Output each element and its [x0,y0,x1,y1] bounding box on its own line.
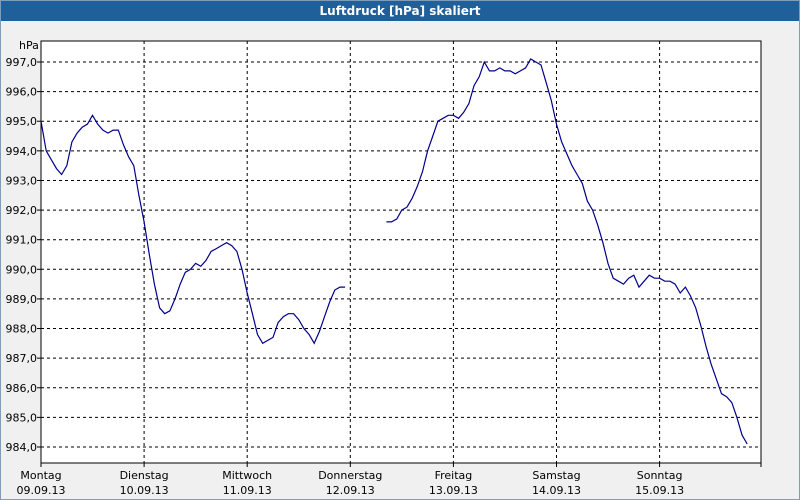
y-tick-label: 995,0 [6,115,38,128]
y-tick-label: 997,0 [6,56,38,69]
y-tick-label: 986,0 [6,382,38,395]
y-tick-label: 989,0 [6,293,38,306]
y-tick-label: 994,0 [6,145,38,158]
series-line-segment [386,58,748,445]
plot-border [40,40,762,464]
x-tick-day-label: Freitag [435,469,473,482]
y-tick-label: 988,0 [6,323,38,336]
chart-svg: 997,0 996,0 995,0 994,0 993,0 992,0 991,0 990,0… [6,39,762,497]
x-tick-date-label: 11.09.13 [223,484,272,497]
x-tick-date-label: 12.09.13 [326,484,375,497]
y-tick-label: 992,0 [6,204,38,217]
x-tick-day-label: Samstag [532,469,580,482]
x-tick-date-label: 10.09.13 [120,484,169,497]
x-tick-date-label: 09.09.13 [17,484,66,497]
x-tick-day-label: Dienstag [120,469,169,482]
y-tick-label: 984,0 [6,441,38,454]
plot-background [40,40,762,464]
x-tick-date-label: 13.09.13 [429,484,478,497]
x-tick-day-label: Mittwoch [222,469,272,482]
y-axis-unit-label: hPa [19,39,39,52]
y-tick-label: 987,0 [6,352,38,365]
y-tick-label: 993,0 [6,174,38,187]
plot-area-wrapper: 997,0 996,0 995,0 994,0 993,0 992,0 991,0 990,0… [1,22,799,499]
y-tick-label: 985,0 [6,411,38,424]
series-line-segment [40,114,346,345]
x-tick-day-label: Montag [20,469,61,482]
x-tick-day-label: Donnerstag [318,469,382,482]
y-tick-label: 990,0 [6,263,38,276]
y-tick-label: 996,0 [6,86,38,99]
y-tick-label: 991,0 [6,234,38,247]
x-tick-day-label: Sonntag [637,469,683,482]
chart-title: Luftdruck [hPa] skaliert [1,1,799,21]
x-tick-date-label: 14.09.13 [532,484,581,497]
x-tick-date-label: 15.09.13 [635,484,684,497]
